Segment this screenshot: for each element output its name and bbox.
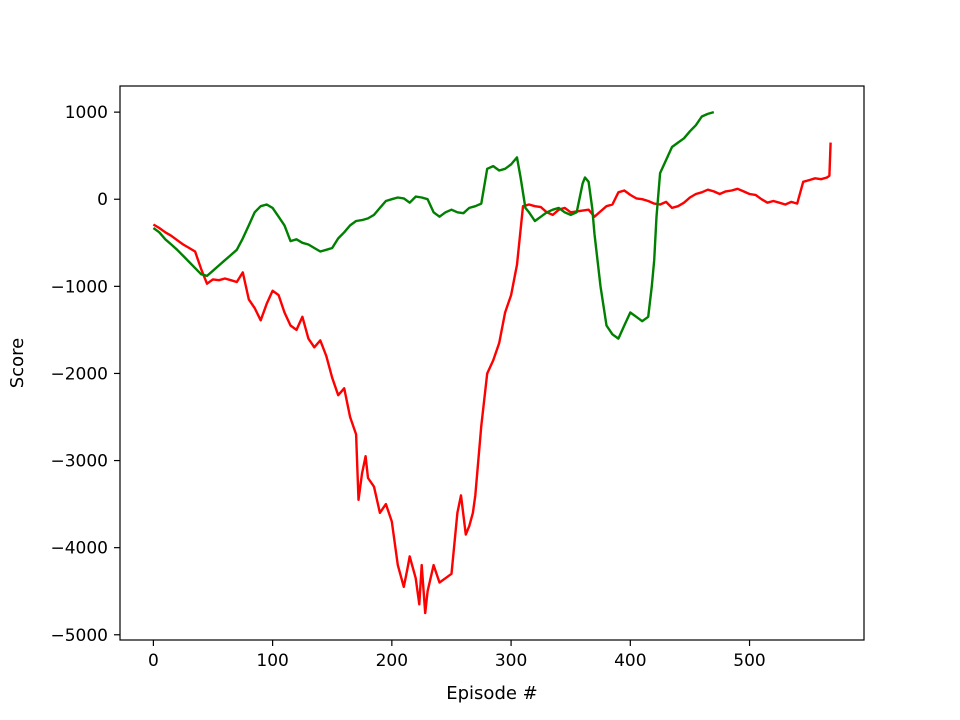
y-tick-label: 1000 bbox=[65, 103, 108, 123]
y-tick-label: −5000 bbox=[50, 626, 108, 646]
series-line-1 bbox=[152, 142, 832, 615]
y-tick-label: 0 bbox=[97, 190, 108, 210]
y-tick-label: −3000 bbox=[50, 452, 108, 472]
x-tick-label: 200 bbox=[376, 651, 408, 671]
x-tick-label: 0 bbox=[148, 651, 159, 671]
y-axis-ticks: 1000 0 −1000 −2000 −3000 −4000 −5000 bbox=[50, 103, 120, 646]
y-tick-label: −2000 bbox=[50, 364, 108, 384]
x-tick-label: 300 bbox=[495, 651, 527, 671]
y-tick-label: −1000 bbox=[50, 277, 108, 297]
plot-frame bbox=[119, 85, 865, 641]
x-axis-label: Episode # bbox=[446, 683, 538, 704]
x-tick-label: 100 bbox=[256, 651, 288, 671]
x-tick-label: 500 bbox=[733, 651, 765, 671]
x-tick-label: 400 bbox=[614, 651, 646, 671]
y-tick-label: −4000 bbox=[50, 539, 108, 559]
x-axis-ticks: 0 100 200 300 400 500 bbox=[148, 640, 766, 671]
y-axis-label: Score bbox=[7, 338, 28, 388]
series-lines bbox=[152, 110, 832, 615]
series-line-2 bbox=[152, 110, 715, 340]
